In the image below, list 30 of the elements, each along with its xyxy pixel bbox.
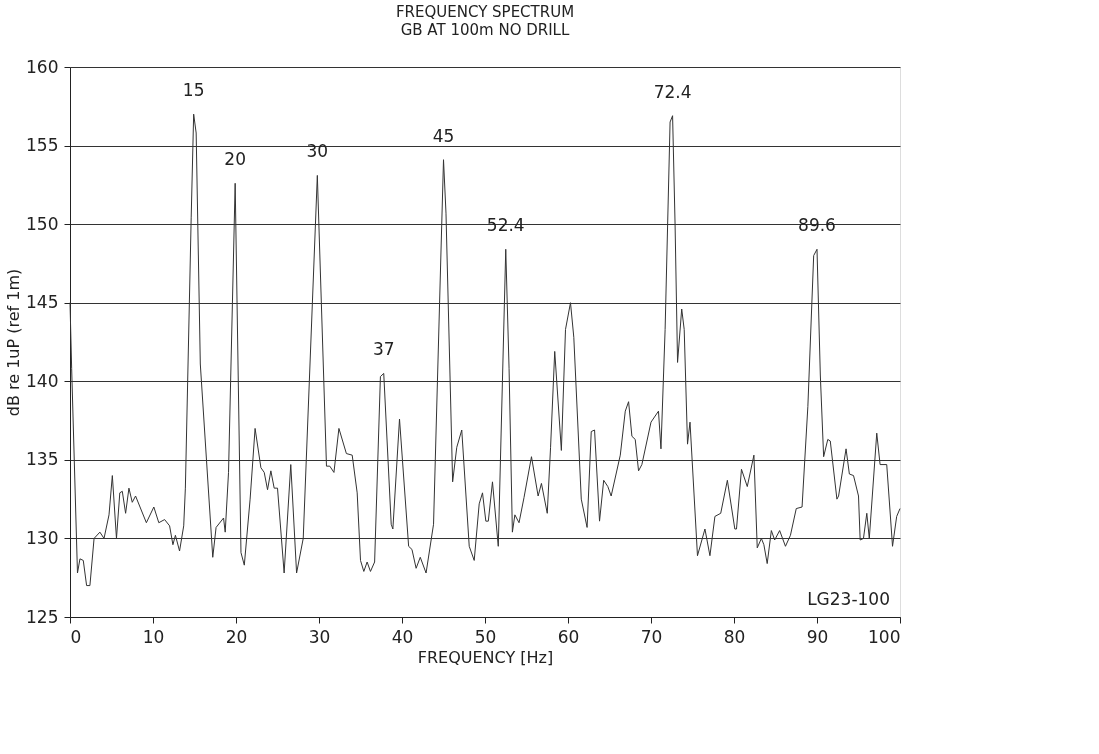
x-tick-label: 40 [391, 626, 414, 647]
y-tick-label: 140 [26, 370, 59, 391]
x-tick-label: 0 [70, 626, 82, 647]
x-tick-label: 60 [557, 626, 580, 647]
annotation: 15 [182, 80, 205, 101]
annotation: 30 [306, 141, 329, 162]
x-tick-label: 80 [723, 626, 746, 647]
y-tick-label: 160 [26, 56, 59, 77]
annotation: 37 [372, 339, 395, 360]
annotation: LG23-100 [807, 589, 890, 609]
chart-title: FREQUENCY SPECTRUM [395, 3, 575, 21]
x-tick-label: 50 [474, 626, 497, 647]
annotation: 45 [432, 125, 455, 146]
y-tick-label: 135 [26, 449, 59, 470]
x-tick-label: 90 [806, 626, 829, 647]
y-tick-label: 130 [26, 527, 59, 548]
x-axis-title: FREQUENCY [Hz] [417, 647, 554, 667]
y-axis-title: dB re 1uP (ref 1m) [4, 268, 24, 417]
annotation: 20 [224, 149, 246, 170]
y-tick-label: 125 [26, 606, 59, 627]
x-tick-label: 10 [142, 626, 165, 647]
y-tick-label: 155 [26, 135, 59, 156]
x-tick-label: 100 [868, 626, 901, 647]
y-tick-label: 145 [26, 292, 59, 313]
y-tick-label: 150 [26, 213, 59, 234]
annotation: 72.4 [653, 81, 692, 102]
chart-subtitle: GB AT 100m NO DRILL [400, 21, 570, 39]
x-tick-label: 70 [640, 626, 663, 647]
x-tick-label: 20 [225, 626, 248, 647]
x-tick-label: 30 [308, 626, 331, 647]
